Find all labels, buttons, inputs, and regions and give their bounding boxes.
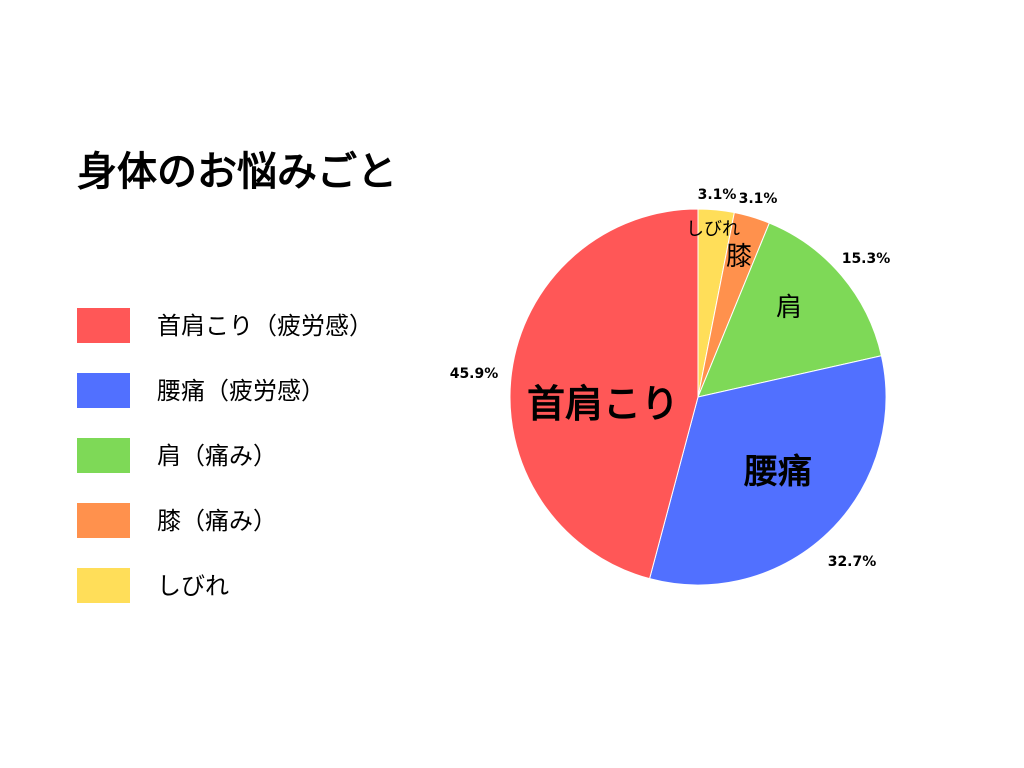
legend-label-knee: 膝（痛み）	[157, 507, 277, 535]
slice-label-numbness: しびれ	[686, 219, 740, 240]
legend-swatch-neck-shoulder	[77, 308, 130, 343]
percent-label-knee: 3.1%	[739, 191, 778, 207]
percent-label-shoulder: 15.3%	[842, 251, 891, 267]
pie-slice-lower-back	[648, 355, 887, 586]
percent-label-neck-shoulder: 45.9%	[450, 366, 499, 382]
slice-label-shoulder: 肩	[776, 293, 802, 323]
legend-swatch-shoulder	[77, 438, 130, 473]
legend-label-lower-back: 腰痛（疲労感）	[157, 377, 325, 405]
pie-slice-shoulder	[697, 222, 883, 398]
chart-title: 身体のお悩みごと	[77, 149, 397, 195]
percent-label-lower-back: 32.7%	[828, 554, 877, 570]
pie-slice-neck-shoulder	[509, 208, 699, 580]
legend-swatch-knee	[77, 503, 130, 538]
legend-label-neck-shoulder: 首肩こり（疲労感）	[157, 312, 373, 340]
legend-swatch-numbness	[77, 568, 130, 603]
percent-label-numbness: 3.1%	[698, 187, 737, 203]
legend-label-shoulder: 肩（痛み）	[157, 442, 277, 470]
legend-swatch-lower-back	[77, 373, 130, 408]
legend-label-numbness: しびれ	[157, 572, 229, 600]
slice-label-lower-back: 腰痛	[744, 452, 812, 492]
slice-label-neck-shoulder: 首肩こり	[527, 382, 679, 426]
pie-slices	[509, 208, 887, 586]
slice-label-knee: 膝	[726, 242, 752, 272]
